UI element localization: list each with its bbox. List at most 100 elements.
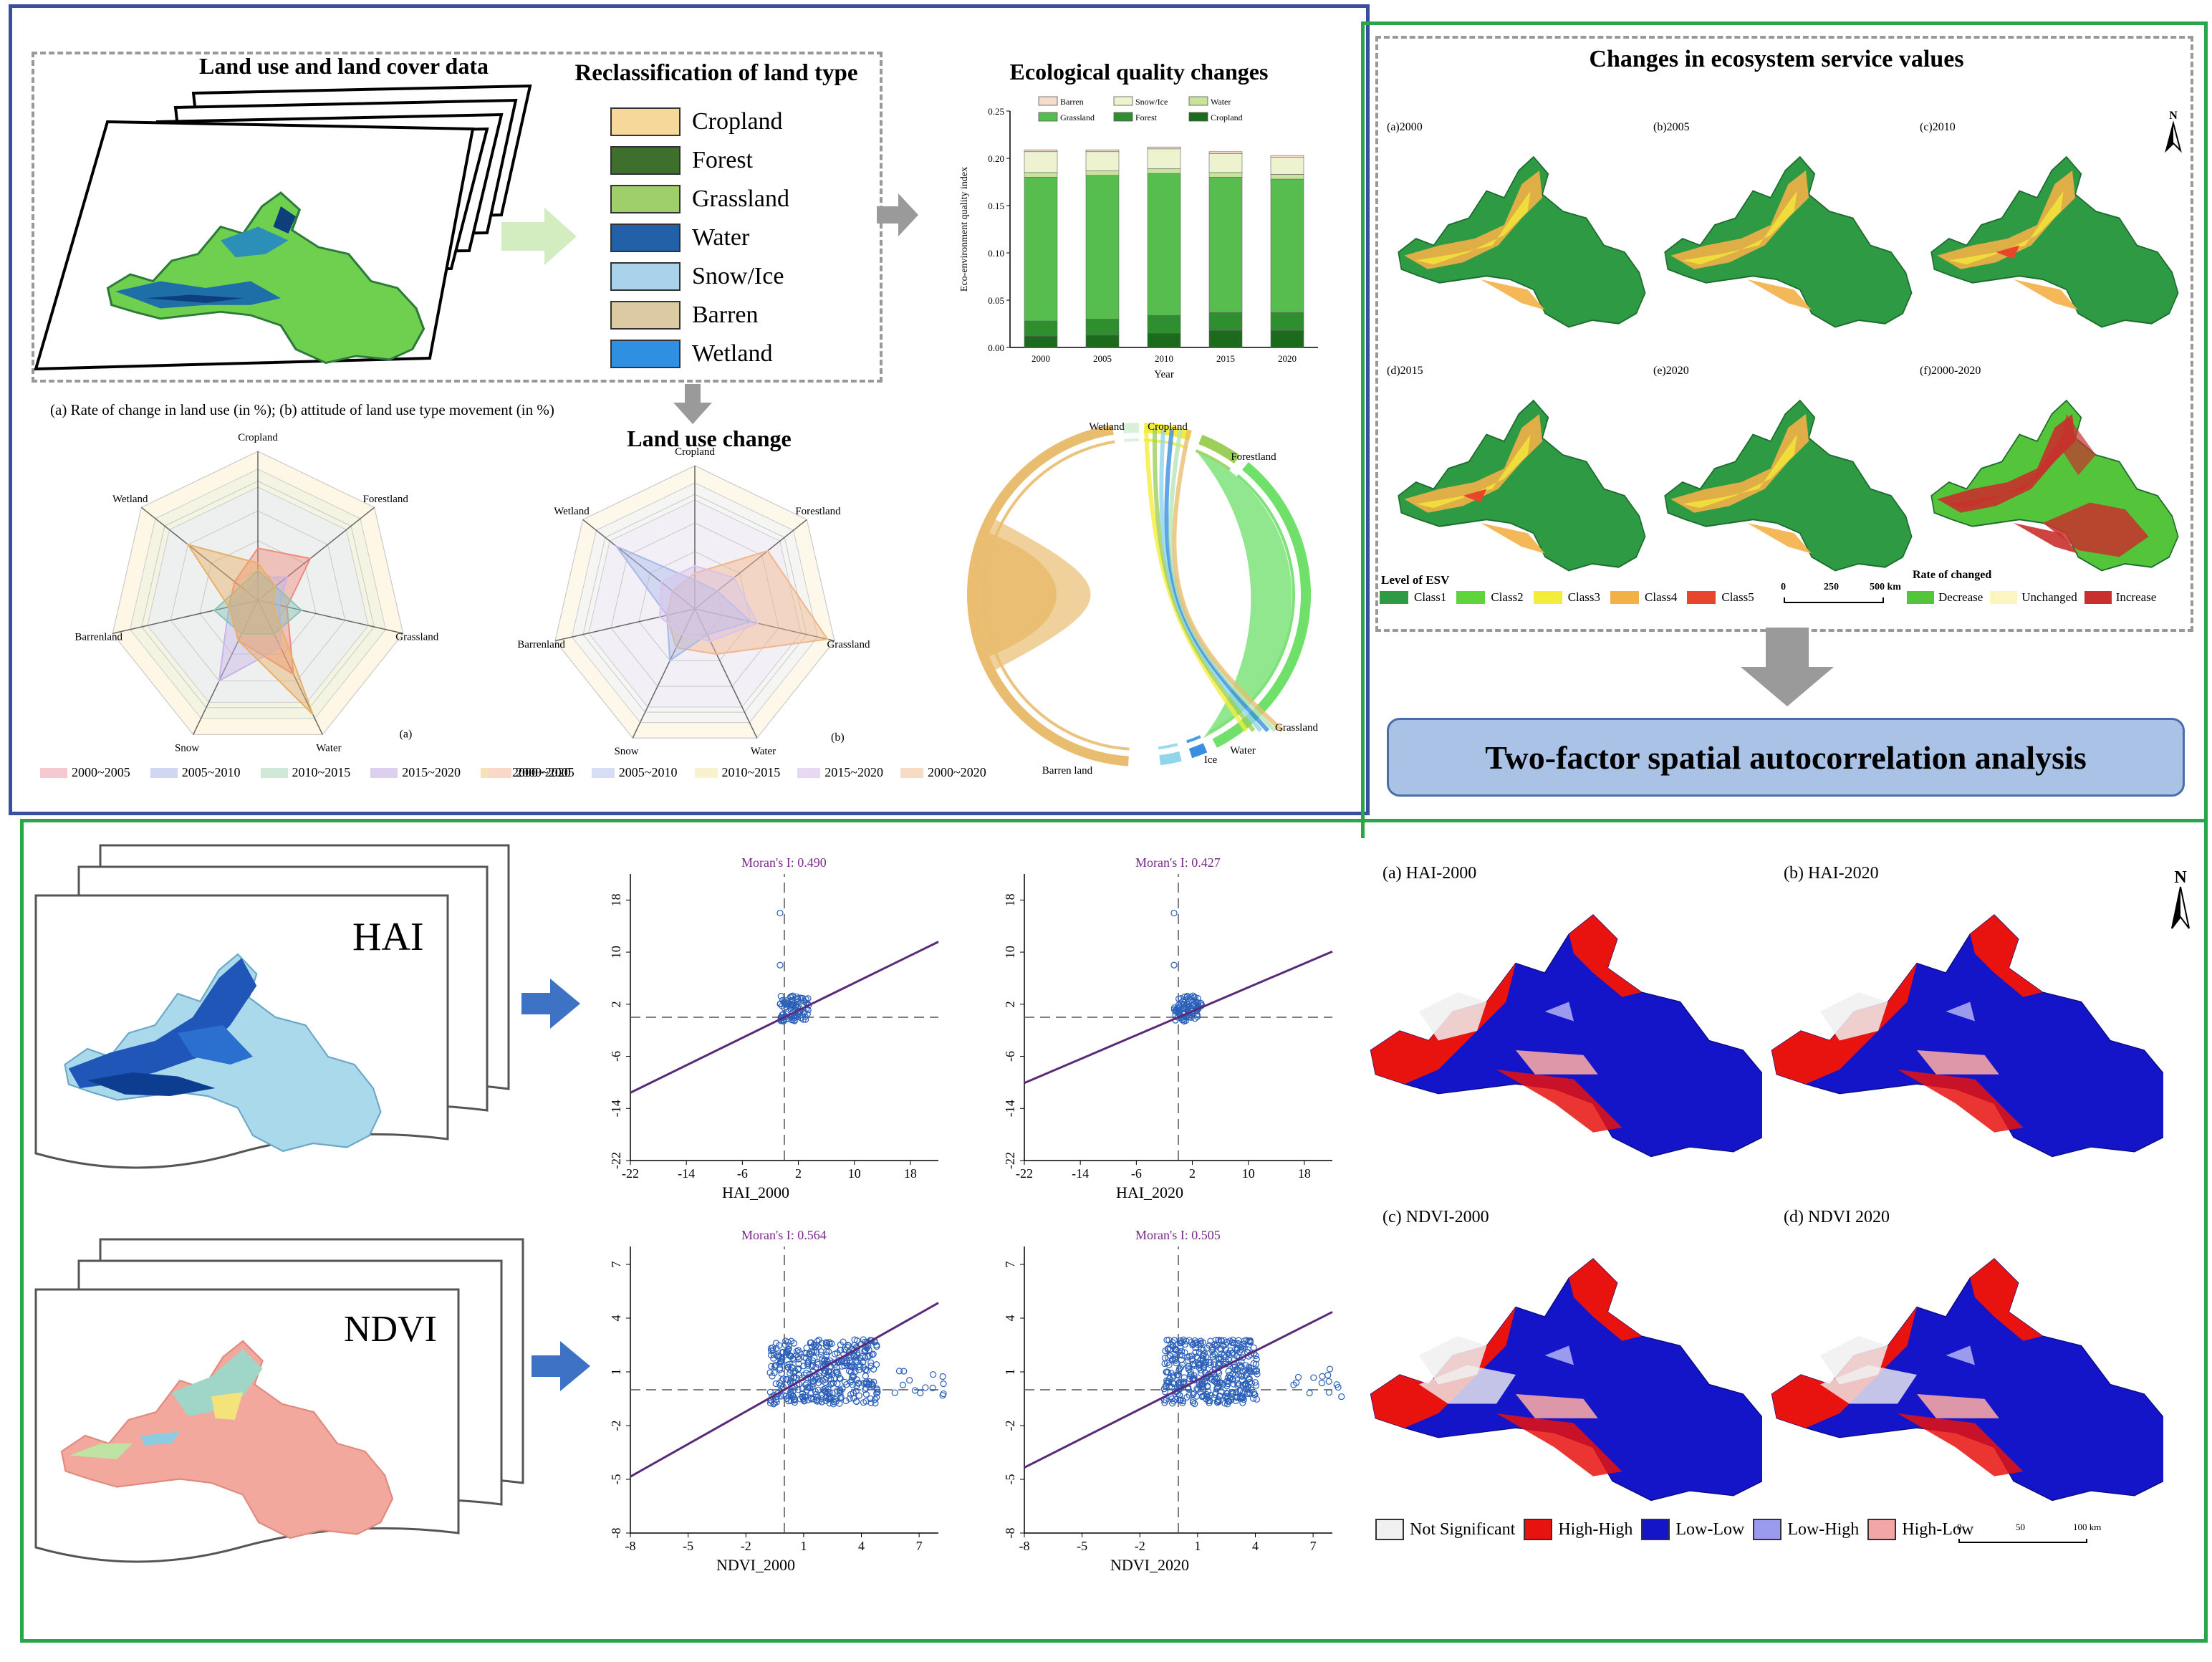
scatter-point (810, 1341, 818, 1348)
radar-grid (610, 522, 779, 687)
scatter-point (813, 1396, 820, 1403)
esv-rate-legend: Decrease Unchanged Increase (1907, 590, 2156, 605)
scatter-point (1176, 1396, 1183, 1403)
bar-forest (1085, 319, 1120, 336)
esv-scale-bar: 0 250 500 km (1781, 582, 1901, 606)
scatter-point (862, 1398, 870, 1405)
chord-label: Water (1230, 745, 1255, 756)
scatter-point (1235, 1380, 1242, 1388)
arrow-ndvi (532, 1341, 590, 1391)
scatter-point (1189, 1362, 1196, 1369)
scatter-point (1226, 1337, 1234, 1345)
chord-arc (1188, 743, 1208, 759)
scatter-point (787, 1391, 794, 1398)
eco-title: Ecological quality changes (1009, 59, 1269, 85)
chord-arc (1198, 434, 1241, 464)
scatter-point (1192, 1349, 1199, 1356)
legend-label: 2015~2020 (824, 765, 883, 779)
esv-map-label: (d)2015 (1387, 365, 1423, 377)
scatter-point (940, 1390, 947, 1398)
y-tick-label: 0.20 (988, 153, 1004, 164)
scatter-point (1211, 1378, 1218, 1385)
scatter-point (845, 1342, 852, 1350)
arrow-to-eco (877, 193, 918, 236)
swatch-grassland (610, 185, 681, 213)
scatter-point (930, 1371, 937, 1378)
moran-scatter-hai-2000: Moran's I: 0.490 -22 -14 -6 2 10 18 18 10 2 -6 -14 -… (609, 855, 939, 1201)
scale-label: 500 km (1870, 582, 1901, 592)
scatter-point (783, 1395, 790, 1403)
region-increase (2060, 414, 2096, 476)
moran-scatter-hai-2020: Moran's I: 0.427 -22 -14 -6 2 10 18 18 10 2 -6 -14 -… (1003, 855, 1333, 1201)
two-factor-label: Two-factor spatial autocorrelation analy… (1485, 739, 2087, 776)
scatter-point (783, 1348, 790, 1355)
esv-map-label: (b)2005 (1653, 121, 1690, 133)
lisa-map-label: (d) NDVI 2020 (1784, 1208, 1890, 1226)
scatter-point (787, 994, 794, 1001)
scatter-point (787, 1397, 794, 1404)
radar-axis-label: Wetland (112, 494, 148, 505)
scatter-point (1177, 1364, 1185, 1371)
scatter-point (1194, 1355, 1201, 1362)
radar-axis-label: Forestland (363, 494, 409, 505)
scatter-point (1326, 1365, 1334, 1373)
scatter-point (800, 1363, 807, 1370)
scatter-point (1338, 1393, 1345, 1401)
scatter-point (1319, 1373, 1326, 1380)
region-base (1771, 914, 2163, 1158)
scatter-point (862, 1390, 870, 1398)
scatter-point (1294, 1373, 1302, 1381)
scatter-point (843, 1380, 850, 1388)
scatter-point (779, 1348, 787, 1355)
y-tick-label: -6 (1003, 1051, 1017, 1062)
scatter-point (1170, 1337, 1178, 1344)
x-tick-label: -5 (1077, 1539, 1087, 1553)
esv-swatch (1380, 591, 1408, 604)
region-strip (1747, 523, 1812, 554)
scatter-point (1179, 1398, 1186, 1405)
scatter-point (1188, 1371, 1195, 1378)
radar-axis-label: Grassland (827, 639, 870, 650)
scatter-point (870, 1365, 877, 1373)
scatter-point (776, 909, 784, 917)
chord-label: Cropland (1148, 421, 1188, 433)
region-class3 (1415, 434, 1531, 509)
scatter-point (1246, 1366, 1253, 1374)
scatter-point (1176, 1351, 1184, 1358)
esv-level-title: Level of ESV (1381, 573, 1450, 587)
scatter-point (873, 1390, 880, 1397)
arrow-to-reclass (501, 208, 577, 265)
scatter-point (787, 1377, 794, 1384)
radar-axis (694, 608, 758, 739)
scatter-point (1186, 1391, 1193, 1399)
radar-axis (632, 608, 696, 739)
scatter-point (823, 1348, 830, 1355)
scatter-point (1245, 1390, 1252, 1398)
lisa-map: (a) HAI-2000 (1370, 864, 1762, 1158)
scatter-point (788, 993, 795, 1000)
esv-level-label: Class3 (1567, 590, 1601, 604)
moran-label: Moran's I: 0.427 (1135, 855, 1221, 870)
rate-label: Decrease (1938, 590, 1983, 604)
regression-line (1024, 950, 1333, 1085)
radar-series (213, 570, 303, 635)
reclass-label: Wetland (692, 340, 773, 367)
esv-level-label: Class4 (1645, 590, 1678, 604)
scale-label: 250 (1824, 582, 1839, 592)
lisa-north-arrow: N (2171, 868, 2190, 929)
bar-snow-ice (1147, 148, 1181, 169)
y-tick-label: 4 (609, 1315, 623, 1322)
radar-tag: (a) (400, 728, 413, 740)
scatter-point (922, 1384, 929, 1391)
lisa-map-region (1771, 914, 2163, 1158)
scatter-point (1253, 1368, 1260, 1375)
chord-label: Grassland (1275, 722, 1318, 734)
bar-barren (1270, 155, 1304, 158)
radar-axis (193, 600, 259, 735)
scatter-point (1188, 1353, 1196, 1360)
region-strip (2014, 523, 2079, 554)
x-tick-label: -22 (622, 1166, 639, 1181)
y-tick-label: 0.10 (988, 248, 1004, 259)
scatter-point (1165, 1361, 1173, 1368)
esv-map-label: (a)2000 (1387, 121, 1423, 133)
